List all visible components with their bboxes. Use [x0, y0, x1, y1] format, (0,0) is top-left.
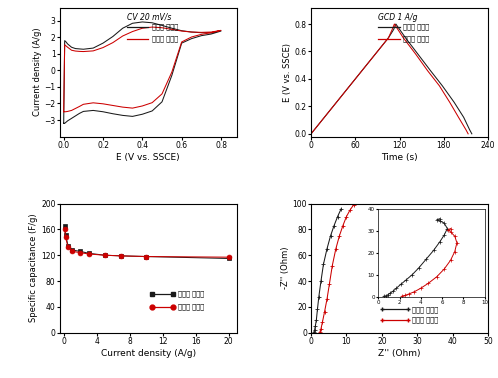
Text: 화학적 활성화: 화학적 활성화	[412, 306, 438, 313]
X-axis label: E (V vs. SSCE): E (V vs. SSCE)	[117, 152, 180, 161]
Text: 화학적 활성화: 화학적 활성화	[403, 23, 429, 30]
Text: 물리적 활성화: 물리적 활성화	[403, 35, 429, 42]
Text: 물리적 활성화: 물리적 활성화	[152, 35, 178, 42]
Y-axis label: E (V vs. SSCE): E (V vs. SSCE)	[283, 43, 292, 102]
X-axis label: Current density (A/g): Current density (A/g)	[101, 349, 196, 358]
Text: GCD 1 A/g: GCD 1 A/g	[378, 13, 418, 22]
Text: 물리적 활성화: 물리적 활성화	[178, 304, 205, 310]
Y-axis label: Specific capacitance (F/g): Specific capacitance (F/g)	[29, 214, 38, 322]
X-axis label: Time (s): Time (s)	[381, 152, 418, 161]
X-axis label: Z'' (Ohm): Z'' (Ohm)	[378, 349, 421, 358]
Text: CV 20 mV/s: CV 20 mV/s	[127, 13, 171, 22]
Text: 화학적 활성화: 화학적 활성화	[178, 291, 205, 297]
Text: 화학적 활성화: 화학적 활성화	[152, 23, 178, 30]
Y-axis label: -Z'' (Ohm): -Z'' (Ohm)	[280, 247, 290, 290]
Text: 물리적 활성화: 물리적 활성화	[412, 316, 438, 323]
Y-axis label: Current density (A/g): Current density (A/g)	[32, 28, 41, 116]
